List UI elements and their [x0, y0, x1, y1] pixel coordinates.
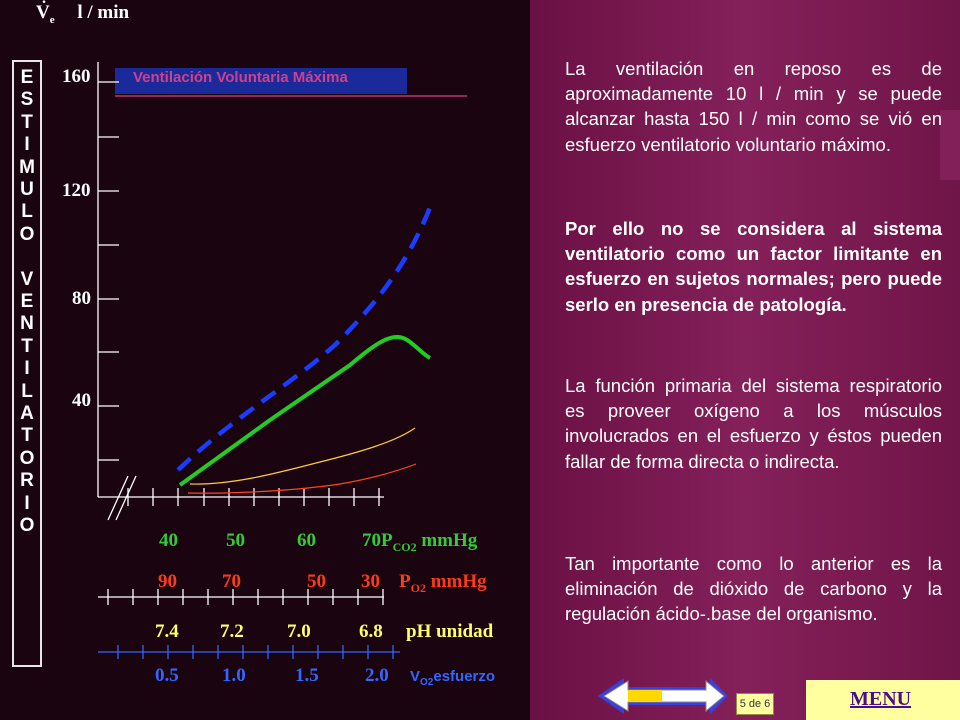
po2-red-curve [187, 463, 417, 494]
next-arrow-icon[interactable] [598, 678, 728, 714]
vo2-scale-label: VO2esfuerzo [410, 668, 495, 688]
y-axis-title-dot: . [42, 0, 46, 8]
vo2-label-unit: esfuerzo [433, 668, 496, 685]
mvv-band [115, 68, 407, 94]
vo2-tick: 1.0 [222, 665, 246, 686]
vo2-tick: 0.5 [155, 665, 179, 686]
po2-tick: 70 [222, 571, 241, 592]
stimulus-letter: T [21, 335, 33, 357]
stimulus-letter: N [20, 313, 34, 335]
paragraph-4: Tan importante como lo anterior es la el… [565, 553, 942, 625]
stimulus-letter: M [19, 156, 35, 178]
stimulus-letter: S [20, 89, 34, 111]
stimulus-letter: L [21, 201, 33, 223]
po2-tick: 30 [361, 571, 380, 592]
y-axis-title: . Ve l / min [36, 0, 130, 26]
vo2-dashed-curve [176, 199, 436, 472]
stimulus-letter: I [24, 492, 30, 514]
stimulus-letter: L [21, 380, 33, 402]
pco2-tick: 60 [297, 530, 316, 551]
pco2-scale-label: PCO2 mmHg [381, 530, 477, 555]
po2-tick: 50 [307, 571, 326, 592]
mvv-label: Ventilación Voluntaria Máxima [133, 69, 348, 86]
vo2-label-sub: O2 [420, 677, 434, 688]
po2-label-main: P [399, 571, 411, 592]
stimulus-letter: I [24, 134, 30, 156]
ph-tick: 7.4 [155, 621, 179, 642]
menu-link[interactable]: MENU [850, 688, 912, 710]
stimulus-letter: U [20, 179, 34, 201]
y-tick-120: 120 [62, 180, 91, 201]
pco2-tick: 40 [159, 530, 178, 551]
y-axis-title-sub: e [49, 13, 55, 26]
y-tick-160: 160 [62, 66, 91, 87]
paragraph-3: La función primaria del sistema respirat… [565, 375, 942, 472]
axis-break-icon [107, 475, 137, 521]
page-indicator: 5 de 6 [736, 693, 774, 715]
ph-scale-label: pH unidad [406, 621, 494, 642]
vo2-tick: 1.5 [295, 665, 319, 686]
po2-label-sub: O2 [410, 580, 426, 595]
pco2-label-main: P [381, 530, 393, 551]
stimulus-letter: O [19, 223, 35, 245]
pco2-tick: 70 [362, 530, 381, 551]
y-tick-40: 40 [72, 390, 91, 411]
po2-label-unit: mmHg [425, 571, 487, 592]
po2-scale-label: PO2 mmHg [399, 571, 487, 596]
stimulus-letter: I [24, 358, 30, 380]
pco2-label-unit: mmHg [416, 530, 478, 551]
vo2-label-main: V [410, 668, 421, 685]
stimulus-letter-spacer [14, 246, 40, 268]
stimulus-letter: A [20, 403, 34, 425]
paragraph-2: Por ello no se considera al sistema vent… [565, 218, 942, 315]
pco2-tick: 50 [226, 530, 245, 551]
stimulus-letter: E [20, 291, 34, 313]
stimulus-letter: R [20, 470, 34, 492]
pco2-label-sub: CO2 [392, 539, 417, 554]
stimulus-vertical-label: E S T I M U L O V E N T I L A T O R I O [12, 60, 42, 667]
ph-tick: 7.0 [287, 621, 311, 642]
y-axis [97, 62, 119, 497]
pco2-green-curve [178, 335, 431, 487]
x-axis-main [98, 488, 384, 506]
ph-tick: 6.8 [359, 621, 383, 642]
stimulus-letter: T [21, 111, 33, 133]
stimulus-letter: T [21, 425, 33, 447]
po2-tick: 90 [158, 571, 177, 592]
y-tick-80: 80 [72, 288, 91, 309]
menu-box [806, 680, 960, 720]
vo2-scale-axis [98, 645, 400, 659]
vo2-tick: 2.0 [365, 665, 389, 686]
paragraph-1: La ventilación en reposo es de aproximad… [565, 58, 942, 155]
y-axis-title-unit: l / min [77, 2, 130, 23]
stimulus-letter: V [20, 268, 34, 290]
stimulus-letter: O [19, 515, 35, 537]
ph-tick: 7.2 [220, 621, 244, 642]
ph-yellow-curve [189, 427, 416, 485]
stimulus-letter: O [19, 447, 35, 469]
stimulus-letter: E [20, 67, 34, 88]
po2-scale-axis [98, 589, 384, 605]
y-axis-title-symbol: V [36, 2, 50, 23]
